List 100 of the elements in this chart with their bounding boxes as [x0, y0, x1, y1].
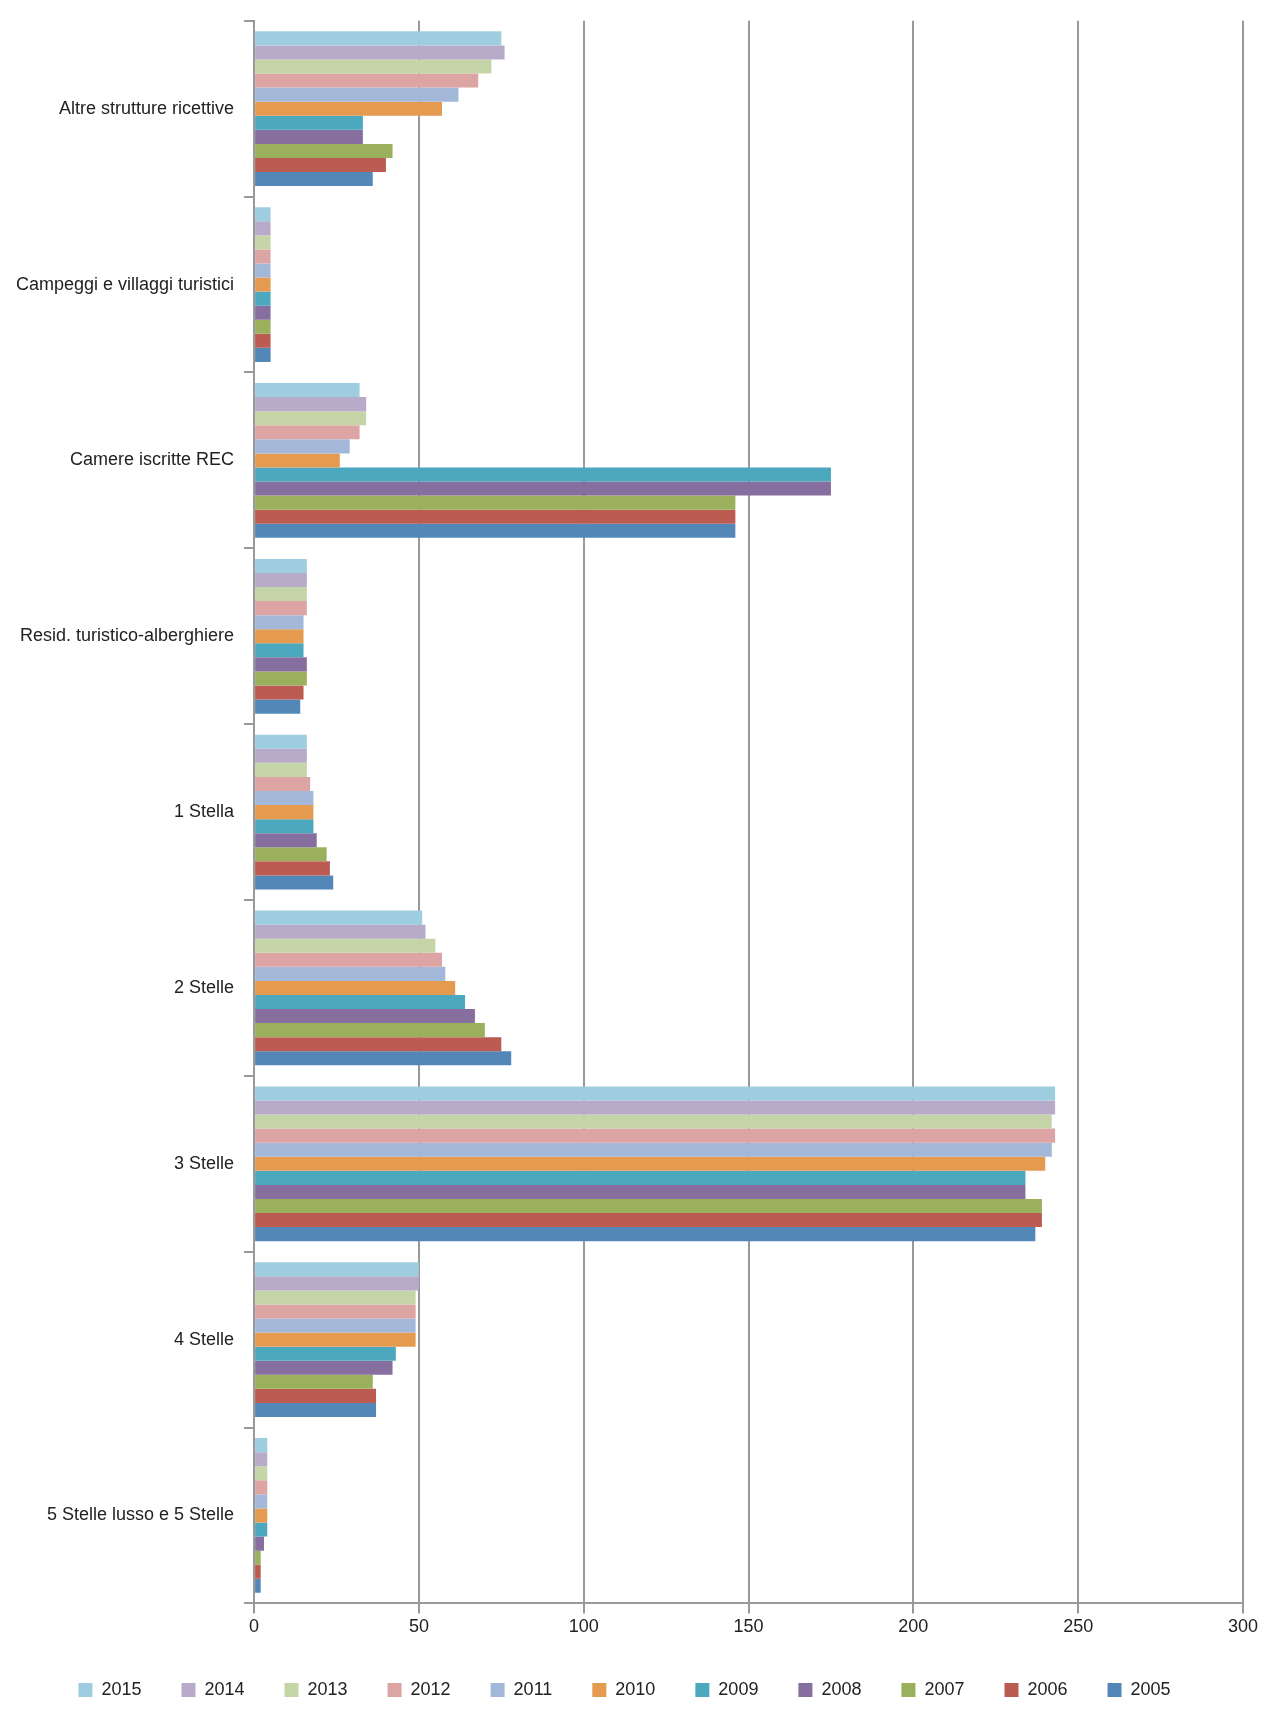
bar — [255, 383, 360, 398]
bar — [255, 847, 327, 862]
bar — [255, 1009, 475, 1024]
bar — [255, 277, 271, 292]
bar — [255, 305, 271, 320]
bar — [255, 1536, 264, 1551]
bar — [255, 1262, 419, 1277]
bar — [255, 1438, 268, 1453]
y-tick-label: Resid. turistico-alberghiere — [20, 625, 235, 646]
bar — [255, 1290, 416, 1305]
legend-label: 2014 — [204, 1678, 245, 1699]
bar — [255, 791, 314, 806]
bar — [255, 833, 317, 848]
bar — [255, 1318, 416, 1333]
bar — [255, 59, 492, 74]
bar — [255, 1170, 1026, 1185]
bar — [255, 1480, 268, 1495]
bar — [255, 1037, 502, 1052]
y-tick-label: 1 Stella — [174, 801, 236, 822]
bar — [255, 615, 304, 630]
legend-label: 2011 — [513, 1678, 553, 1699]
bar — [255, 1564, 261, 1579]
bar — [255, 1100, 1056, 1115]
y-tick-label: 3 Stelle — [174, 1152, 235, 1173]
bar — [255, 495, 736, 510]
legend-label: 2008 — [821, 1678, 862, 1699]
bar — [255, 221, 271, 236]
bar — [255, 572, 307, 588]
bar — [255, 805, 314, 820]
bar — [255, 952, 442, 967]
y-tick-label: 2 Stelle — [174, 976, 235, 997]
legend-label: 2005 — [1130, 1678, 1171, 1699]
bar — [255, 1388, 377, 1403]
bar — [255, 31, 502, 46]
bar — [255, 1332, 416, 1347]
bar — [255, 699, 301, 714]
bar — [255, 1184, 1026, 1199]
bar — [255, 1051, 512, 1066]
bar — [255, 657, 307, 672]
legend-label: 2007 — [924, 1678, 965, 1699]
bar — [255, 1452, 268, 1467]
bar — [255, 1550, 261, 1565]
legend-label: 2009 — [718, 1678, 759, 1699]
bar — [255, 263, 271, 278]
bar — [255, 333, 271, 348]
bar — [255, 207, 271, 222]
bar — [255, 910, 423, 925]
x-tick-label: 50 — [408, 1616, 429, 1637]
bar — [255, 1213, 1042, 1228]
bar — [255, 1142, 1052, 1157]
bar — [255, 1304, 416, 1319]
bar — [255, 1198, 1042, 1214]
bar — [255, 685, 304, 700]
bar — [255, 762, 307, 777]
bar — [255, 1578, 261, 1593]
legend-label: 2010 — [615, 1678, 656, 1699]
legend-label: 2012 — [410, 1678, 451, 1699]
bar — [255, 1156, 1046, 1171]
bar — [255, 1402, 377, 1418]
legend-label: 2006 — [1027, 1678, 1068, 1699]
bar — [255, 172, 373, 187]
bar — [255, 558, 307, 573]
bar — [255, 1128, 1056, 1143]
x-tick-label: 250 — [1063, 1616, 1094, 1637]
bar — [255, 1494, 268, 1509]
bar — [255, 157, 386, 173]
bar — [255, 101, 442, 116]
bar — [255, 397, 367, 412]
bar — [255, 861, 330, 876]
bar — [255, 73, 479, 88]
x-tick-label: 150 — [733, 1616, 764, 1637]
bar — [255, 45, 505, 60]
y-tick-label: 5 Stelle lusso e 5 Stelle — [46, 1504, 235, 1525]
bar — [255, 1374, 373, 1389]
bar — [255, 748, 307, 763]
bar — [255, 1086, 1056, 1101]
y-tick-label: Camere iscritte REC — [70, 449, 235, 470]
bar — [255, 1360, 393, 1375]
x-tick-label: 300 — [1227, 1616, 1259, 1637]
bar — [255, 1227, 1036, 1242]
bar — [255, 819, 314, 834]
x-tick-label: 100 — [568, 1616, 599, 1637]
bar — [255, 776, 311, 791]
bar — [255, 1276, 419, 1291]
bar — [255, 509, 736, 524]
bar — [255, 411, 367, 426]
bar — [255, 980, 456, 995]
bar — [255, 143, 393, 158]
bar — [255, 129, 363, 144]
bar — [255, 453, 340, 468]
bar — [255, 425, 360, 440]
bar — [255, 235, 271, 250]
bar — [255, 671, 307, 686]
bar — [255, 587, 307, 602]
x-tick-label: 0 — [249, 1616, 260, 1637]
bar — [255, 1023, 485, 1038]
bar — [255, 291, 271, 306]
bar — [255, 481, 831, 496]
y-tick-label: 4 Stelle — [174, 1328, 235, 1349]
y-tick-label: Altre strutture ricettive — [59, 97, 235, 118]
